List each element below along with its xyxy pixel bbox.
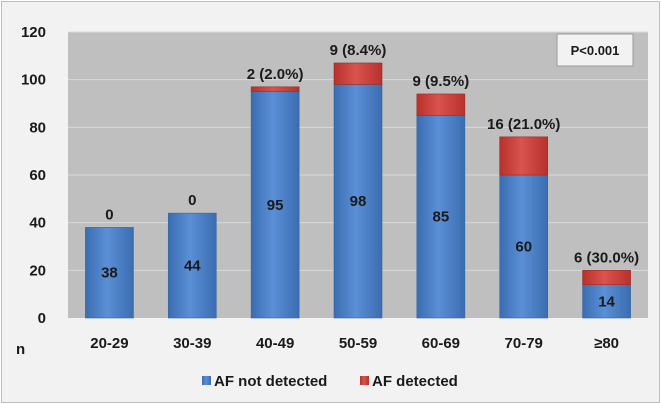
legend-label-af-not-detected: AF not detected (214, 373, 327, 390)
bar-value-label: 14 (598, 293, 615, 310)
bar-value-label: 85 (433, 209, 450, 226)
x-category-label: 70-79 (505, 335, 543, 352)
bar-value-label: 60 (515, 239, 532, 256)
x-category-label: ≥80 (594, 335, 619, 352)
bar-af-not-detected (499, 174, 549, 319)
bar-af-not-detected (416, 115, 466, 319)
af-detected-label: 9 (9.5%) (413, 73, 470, 90)
legend-swatch-af-not-detected (202, 376, 211, 385)
bar-value-label: 98 (350, 193, 367, 210)
bar-value-label: 44 (184, 258, 201, 275)
p-value-box: P<0.001 (556, 33, 634, 67)
af-detected-label: 6 (30.0%) (574, 249, 639, 266)
legend-label-af-detected: AF detected (372, 373, 458, 390)
bar-af-detected (333, 62, 383, 85)
bar-af-detected (499, 136, 549, 176)
data-labels: 38 0 44 0 95 2 (2.0%) 98 9 (8.4%) 85 9 (9.5%) 60 16… (101, 42, 639, 310)
bar-af-detected (416, 93, 466, 116)
bar-af-not-detected (250, 91, 300, 319)
bar-af-not-detected (85, 227, 134, 319)
bar-af-not-detected (333, 84, 383, 319)
af-detected-label: 9 (8.4%) (330, 42, 387, 59)
p-value-annotation: P<0.001 (571, 43, 620, 58)
y-axis-ticks: 0 20 40 60 80 100 120 (21, 24, 46, 327)
y-tick-label: 80 (29, 119, 46, 136)
x-category-label: 40-49 (256, 335, 294, 352)
bar-af-detected (250, 86, 300, 92)
y-tick-label: 40 (29, 215, 46, 232)
legend-swatch-af-detected (360, 376, 369, 385)
af-detected-label: 2 (2.0%) (247, 66, 304, 83)
bar-af-not-detected (167, 212, 217, 319)
x-category-label: 30-39 (173, 335, 211, 352)
y-tick-label: 60 (29, 167, 46, 184)
x-category-label: 50-59 (339, 335, 377, 352)
x-category-label: 60-69 (422, 335, 460, 352)
y-tick-label: 100 (21, 72, 46, 89)
y-tick-label: 20 (29, 262, 46, 279)
bars (85, 62, 631, 319)
af-detected-label: 16 (21.0%) (487, 116, 560, 133)
bar-value-label: 38 (101, 265, 118, 282)
y-tick-label: 120 (21, 24, 46, 41)
bar-value-label: 95 (267, 197, 284, 214)
af-detected-label: 0 (188, 192, 196, 209)
x-axis-label: n (16, 341, 25, 358)
af-detected-label: 0 (105, 206, 113, 223)
legend: AF not detected AF detected (202, 373, 458, 390)
bar-af-not-detected (582, 284, 631, 319)
y-tick-label: 0 (38, 310, 46, 327)
bar-af-detected (582, 270, 631, 285)
x-category-label: 20-29 (90, 335, 128, 352)
x-axis-categories: 20-29 30-39 40-49 50-59 60-69 70-79 ≥80 (90, 335, 619, 352)
